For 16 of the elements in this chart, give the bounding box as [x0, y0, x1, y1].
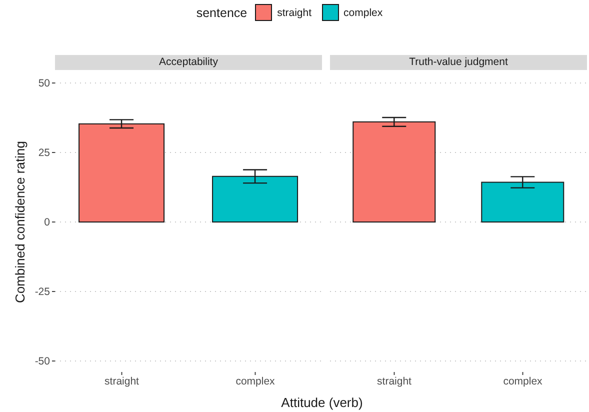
x-tick-label: straight: [377, 375, 412, 388]
y-tick-label: -25: [34, 286, 50, 298]
legend-label: straight: [277, 6, 312, 18]
legend-label: complex: [344, 6, 383, 18]
x-axis-title: Attitude (verb): [280, 395, 364, 410]
y-tick-label: 0: [44, 216, 50, 229]
chart-title: Truth-value judgment: [330, 55, 587, 70]
y-tick-label: -50: [34, 356, 50, 368]
y-tick-label: 50: [38, 78, 50, 90]
chart-title: Acceptability: [55, 55, 322, 70]
x-tick-label: straight: [104, 375, 140, 388]
y-tick-label: 25: [38, 147, 50, 160]
legend-title: sentence: [196, 6, 248, 20]
y-axis-title: Combined confidence rating: [12, 141, 28, 303]
x-tick-label: complex: [236, 375, 276, 388]
x-tick-label: complex: [503, 375, 544, 388]
